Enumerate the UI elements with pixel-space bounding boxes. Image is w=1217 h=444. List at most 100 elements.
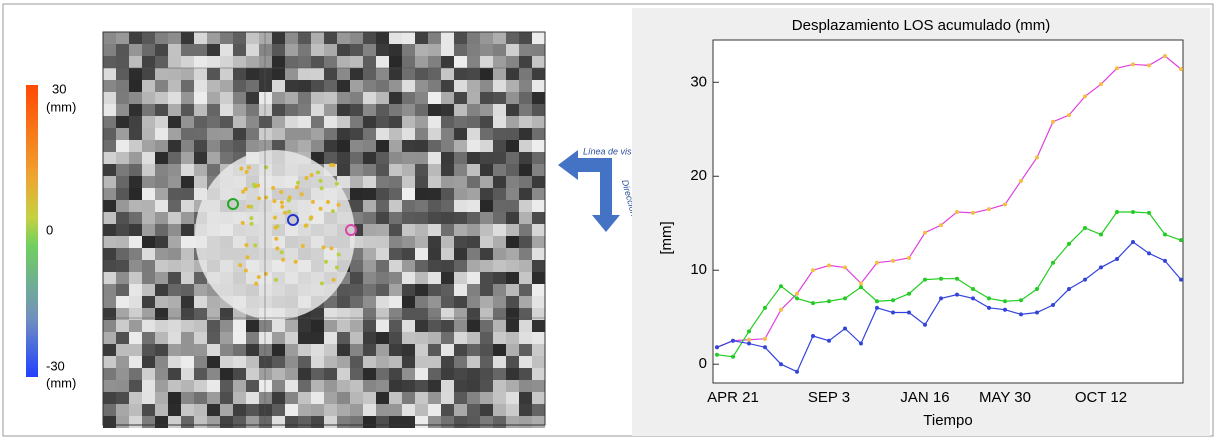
series-marker [939, 277, 943, 281]
map-texture [519, 392, 532, 404]
map-texture [376, 224, 389, 236]
deformation-dot [257, 275, 261, 279]
map-texture [194, 368, 207, 380]
map-texture [103, 152, 116, 164]
map-texture [337, 152, 350, 164]
map-texture [389, 44, 402, 56]
map-texture [402, 416, 415, 428]
map-texture [493, 32, 506, 44]
map-texture [181, 332, 194, 344]
map-texture [350, 128, 363, 140]
map-texture [129, 344, 142, 356]
map-texture [467, 236, 480, 248]
map-texture [415, 332, 428, 344]
map-texture [298, 116, 311, 128]
map-texture [285, 32, 298, 44]
deformation-dot [249, 216, 253, 220]
map-texture [519, 224, 532, 236]
map-texture [467, 176, 480, 188]
map-texture [389, 212, 402, 224]
map-texture [415, 368, 428, 380]
colorbar-label: 30 [52, 81, 66, 96]
map-texture [168, 80, 181, 92]
map-texture [246, 92, 259, 104]
map-texture [116, 152, 129, 164]
map-texture [441, 368, 454, 380]
map-texture [376, 176, 389, 188]
map-texture [233, 128, 246, 140]
map-texture [194, 56, 207, 68]
map-texture [376, 56, 389, 68]
map-texture [389, 236, 402, 248]
map-texture [376, 104, 389, 116]
map-texture [376, 272, 389, 284]
map-texture [376, 248, 389, 260]
map-texture [116, 44, 129, 56]
map-texture [155, 284, 168, 296]
map-texture [259, 320, 272, 332]
map-texture [376, 344, 389, 356]
map-texture [246, 56, 259, 68]
map-texture [142, 68, 155, 80]
map-texture [376, 140, 389, 152]
map-texture [298, 416, 311, 428]
map-texture [311, 320, 324, 332]
map-texture [337, 104, 350, 116]
map-texture [389, 416, 402, 428]
map-texture [272, 392, 285, 404]
map-texture [324, 152, 337, 164]
deformation-dot [304, 223, 308, 227]
series-marker [1179, 67, 1183, 71]
map-texture [272, 80, 285, 92]
map-texture [493, 68, 506, 80]
map-texture [454, 404, 467, 416]
map-texture [389, 116, 402, 128]
chart-title: Desplazamiento LOS acumulado (mm) [792, 17, 1050, 34]
map-texture [402, 188, 415, 200]
map-texture [142, 380, 155, 392]
series-marker [987, 296, 991, 300]
deformation-dot [324, 260, 328, 264]
map-texture [519, 188, 532, 200]
deformation-dot [283, 211, 287, 215]
map-texture [506, 80, 519, 92]
map-texture [415, 320, 428, 332]
series-marker [731, 355, 735, 359]
map-texture [220, 68, 233, 80]
map-texture [402, 224, 415, 236]
map-texture [285, 56, 298, 68]
map-texture [415, 116, 428, 128]
map-texture [155, 176, 168, 188]
map-texture [116, 212, 129, 224]
map-texture [181, 404, 194, 416]
map-texture [311, 92, 324, 104]
deformation-dot [256, 183, 260, 187]
map-texture [142, 236, 155, 248]
map-texture [220, 44, 233, 56]
map-texture [532, 248, 545, 260]
map-texture [467, 272, 480, 284]
map-texture [506, 272, 519, 284]
map-texture [168, 272, 181, 284]
map-texture [324, 68, 337, 80]
map-texture [402, 44, 415, 56]
map-texture [402, 176, 415, 188]
map-texture [389, 368, 402, 380]
map-texture [311, 44, 324, 56]
map-texture [467, 188, 480, 200]
map-texture [103, 296, 116, 308]
map-texture [324, 80, 337, 92]
series-marker [1115, 257, 1119, 261]
map-texture [402, 404, 415, 416]
map-texture [493, 260, 506, 272]
map-texture [519, 104, 532, 116]
series-marker [987, 207, 991, 211]
map-texture [194, 32, 207, 44]
map-texture [337, 380, 350, 392]
map-texture [428, 44, 441, 56]
map-texture [415, 56, 428, 68]
map-texture [454, 332, 467, 344]
map-texture [532, 176, 545, 188]
map-texture [467, 68, 480, 80]
map-texture [129, 368, 142, 380]
